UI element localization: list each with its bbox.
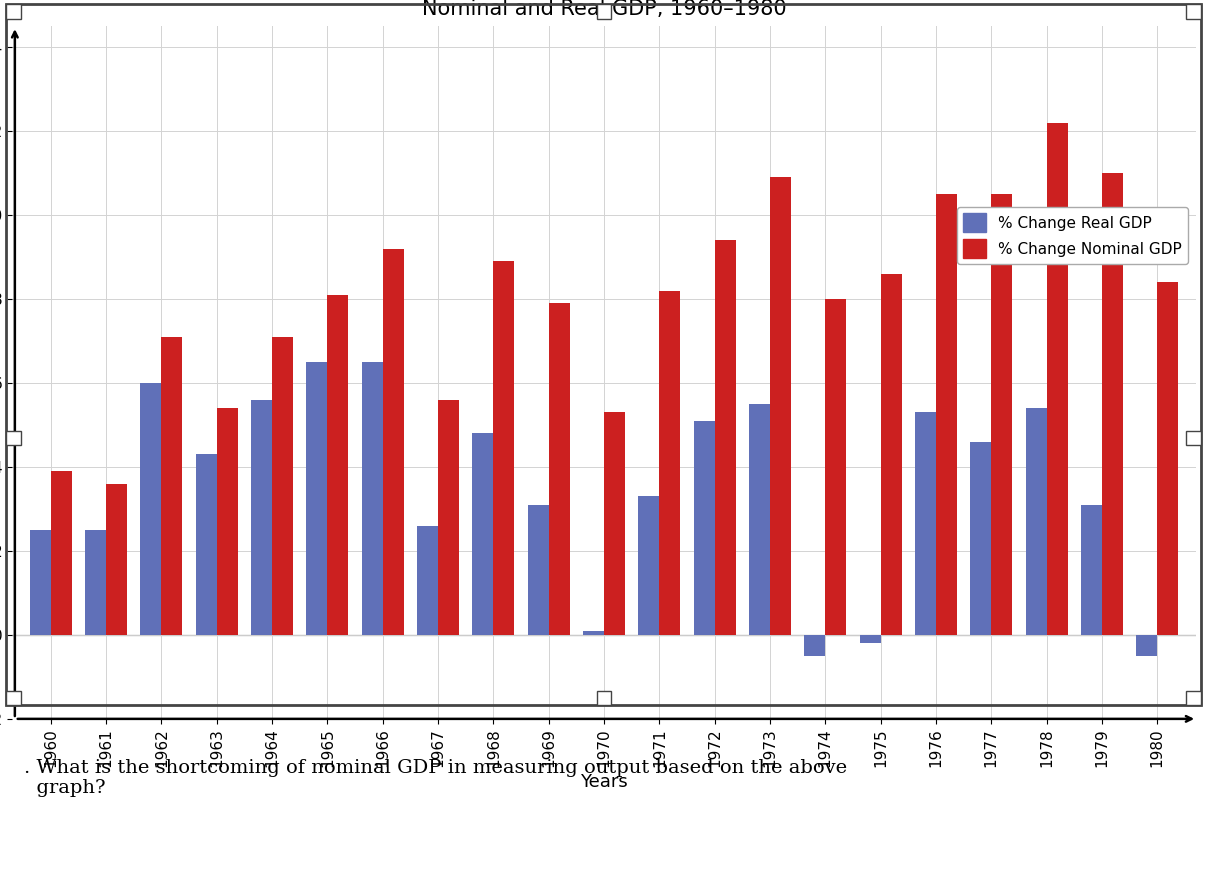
Bar: [1102, 173, 1123, 635]
Bar: [860, 635, 881, 643]
Bar: [272, 337, 294, 635]
Bar: [749, 404, 769, 635]
Bar: [805, 635, 825, 656]
Bar: [1046, 123, 1068, 635]
Bar: [1137, 635, 1157, 656]
Bar: [769, 177, 791, 635]
Bar: [660, 291, 680, 635]
Bar: [528, 505, 548, 635]
Bar: [715, 240, 736, 635]
Bar: [162, 337, 182, 635]
Bar: [30, 530, 51, 635]
Bar: [140, 383, 162, 635]
Bar: [936, 194, 957, 635]
Bar: [51, 471, 71, 635]
Bar: [693, 420, 715, 635]
Bar: [881, 274, 901, 635]
Text: . What is the shortcoming of nominal GDP in measuring output based on the above
: . What is the shortcoming of nominal GDP…: [24, 759, 847, 797]
Bar: [638, 497, 660, 635]
Bar: [970, 442, 992, 635]
Bar: [85, 530, 106, 635]
Bar: [417, 526, 439, 635]
Bar: [106, 484, 127, 635]
Bar: [1157, 282, 1178, 635]
Bar: [604, 413, 625, 635]
Bar: [825, 299, 847, 635]
Bar: [493, 261, 515, 635]
Bar: [307, 362, 327, 635]
Legend: % Change Real GDP, % Change Nominal GDP: % Change Real GDP, % Change Nominal GDP: [957, 207, 1189, 265]
Bar: [1026, 408, 1046, 635]
Bar: [327, 295, 348, 635]
Bar: [583, 631, 604, 635]
Title: Year-to-Year Percentage Change in
Nominal and Real GDP, 1960–1980: Year-to-Year Percentage Change in Nomina…: [422, 0, 786, 19]
Bar: [548, 303, 570, 635]
Bar: [914, 413, 936, 635]
Bar: [472, 434, 493, 635]
Bar: [361, 362, 383, 635]
Bar: [439, 399, 459, 635]
Bar: [1081, 505, 1102, 635]
Bar: [383, 249, 403, 635]
X-axis label: Years: Years: [580, 773, 628, 791]
Bar: [251, 399, 272, 635]
Bar: [992, 194, 1012, 635]
Bar: [216, 408, 238, 635]
Bar: [196, 455, 216, 635]
